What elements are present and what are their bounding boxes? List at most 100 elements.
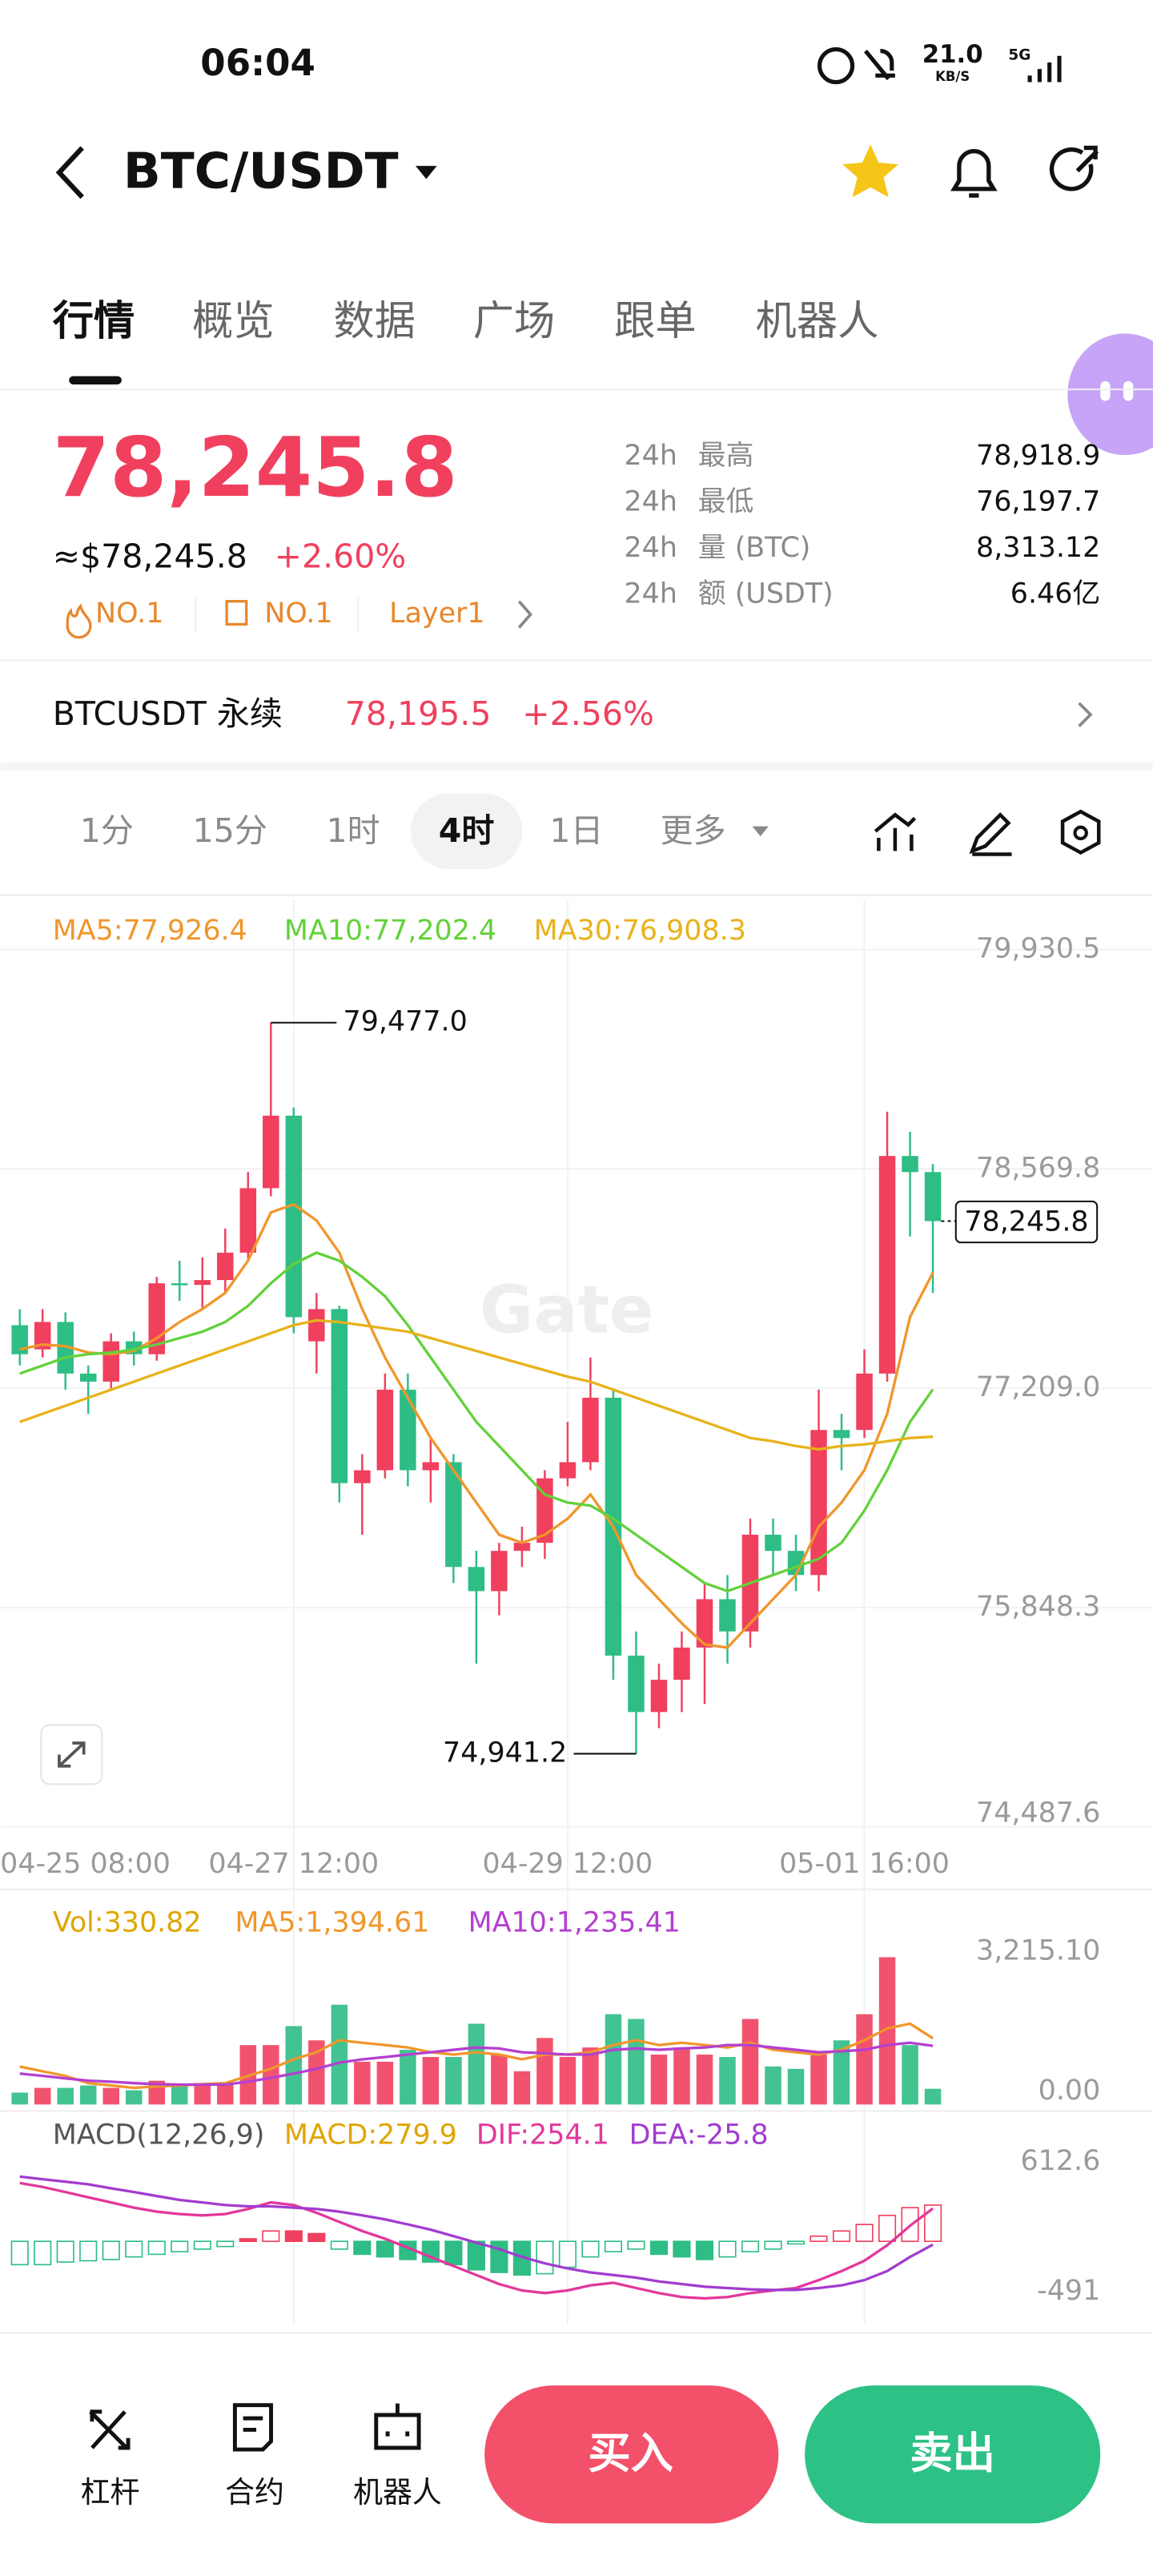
macd-bar bbox=[786, 2240, 805, 2245]
stat-period: 24h bbox=[624, 578, 677, 610]
candle-body bbox=[285, 1115, 303, 1318]
share-button[interactable] bbox=[1049, 145, 1099, 191]
tool-label[interactable]: 机器人 bbox=[353, 2475, 442, 2510]
interval[interactable]: 更多 bbox=[661, 811, 726, 850]
volume-bar bbox=[445, 2057, 462, 2105]
rank-badge[interactable]: NO.1 bbox=[264, 598, 332, 630]
tab[interactable]: 机器人 bbox=[756, 297, 879, 345]
macd-bar bbox=[695, 2240, 714, 2260]
candle-body bbox=[11, 1325, 28, 1354]
interval[interactable]: 1分 bbox=[80, 811, 134, 850]
indicator-line bbox=[19, 2175, 934, 2292]
tab[interactable]: 行情 bbox=[53, 297, 135, 345]
perp-name[interactable]: BTCUSDT 永续 bbox=[53, 694, 283, 733]
volume-bar bbox=[308, 2040, 325, 2105]
buy-button[interactable] bbox=[484, 2385, 779, 2524]
favorite-star[interactable] bbox=[842, 144, 898, 198]
y-tick-label: 3,215.10 bbox=[976, 1935, 1100, 1967]
candle-body bbox=[331, 1309, 348, 1483]
volume-bar bbox=[605, 2014, 622, 2105]
sector-tag[interactable]: Layer1 bbox=[389, 598, 484, 630]
status-icons bbox=[817, 46, 1062, 85]
volume-label: Vol:330.82 bbox=[53, 1907, 202, 1939]
macd-bar bbox=[536, 2240, 554, 2275]
candle-body bbox=[79, 1373, 97, 1382]
perp-price: 78,195.5 bbox=[345, 694, 492, 733]
interval[interactable]: 1日 bbox=[549, 811, 603, 850]
legend-entry: DEA:-25.8 bbox=[629, 2119, 769, 2151]
legend-entry: MA5:77,926.4 bbox=[53, 915, 247, 947]
indicator-line bbox=[19, 2041, 934, 2087]
volume-bar bbox=[810, 2055, 827, 2105]
candle-body bbox=[902, 1156, 918, 1173]
settings-button[interactable] bbox=[1060, 809, 1101, 855]
volume-bar bbox=[491, 2055, 508, 2105]
macd-bar bbox=[627, 2240, 645, 2250]
buy-label[interactable]: 买入 bbox=[588, 2429, 673, 2478]
macd-bar bbox=[353, 2240, 372, 2256]
candle-body bbox=[650, 1680, 668, 1713]
tool-label[interactable]: 杠杆 bbox=[81, 2475, 140, 2510]
indicator-button[interactable] bbox=[874, 812, 917, 851]
pair-dropdown[interactable] bbox=[416, 166, 437, 179]
indicator-line bbox=[19, 1202, 934, 1649]
macd-bar bbox=[923, 2204, 942, 2243]
network-type: 5G bbox=[1008, 47, 1030, 64]
stat-value: 78,918.9 bbox=[976, 440, 1100, 472]
y-tick-label: -491 bbox=[1037, 2275, 1100, 2307]
high-label: 79,477.0 bbox=[343, 1006, 468, 1038]
sell-label[interactable]: 卖出 bbox=[910, 2429, 995, 2478]
macd-bar bbox=[34, 2240, 52, 2266]
candle-body bbox=[924, 1172, 942, 1222]
draw-button[interactable] bbox=[969, 812, 1012, 856]
interval[interactable]: 15分 bbox=[193, 811, 267, 850]
volume-bar bbox=[34, 2087, 51, 2105]
interval[interactable]: 1时 bbox=[326, 811, 380, 850]
candle-body bbox=[102, 1341, 119, 1382]
alert-bell[interactable] bbox=[950, 149, 998, 198]
volume-bar bbox=[376, 2061, 394, 2105]
macd-bar bbox=[193, 2240, 211, 2250]
price-change: +2.60% bbox=[275, 537, 407, 575]
volume-bar bbox=[468, 2023, 485, 2105]
candle-body bbox=[878, 1156, 896, 1374]
usd-price: ≈$78,245.8 bbox=[53, 537, 247, 575]
macd-bar bbox=[810, 2235, 828, 2243]
macd-bar bbox=[741, 2240, 760, 2252]
tool-label[interactable]: 合约 bbox=[225, 2475, 284, 2510]
kline-chart: 04-25 08:00 04-27 12:00 04-29 12:00 05-01 1… bbox=[0, 900, 1153, 2325]
back-button[interactable] bbox=[55, 146, 84, 199]
chevron bbox=[1078, 702, 1093, 727]
futures-icon[interactable] bbox=[232, 2403, 273, 2452]
volume-bar bbox=[833, 2040, 850, 2105]
volume-bar bbox=[787, 2068, 805, 2105]
macd-bar bbox=[718, 2240, 737, 2258]
last-price-box bbox=[954, 1200, 1099, 1244]
tab-indicator bbox=[69, 376, 122, 384]
y-tick-label: 75,848.3 bbox=[976, 1591, 1100, 1623]
x-tick-label: 04-25 08:00 bbox=[0, 1848, 171, 1880]
leverage-icon[interactable] bbox=[89, 2409, 131, 2450]
candle-body bbox=[400, 1389, 416, 1471]
volume-bar bbox=[856, 2014, 873, 2105]
sell-button[interactable] bbox=[805, 2385, 1101, 2524]
indicator-line bbox=[19, 1318, 934, 1451]
tab[interactable]: 广场 bbox=[473, 297, 556, 345]
tab[interactable]: 跟单 bbox=[614, 297, 697, 345]
interval[interactable]: 4时 bbox=[439, 811, 495, 850]
macd-bar bbox=[832, 2230, 851, 2243]
volume-bar bbox=[924, 2088, 942, 2105]
assistant-bubble[interactable] bbox=[1067, 333, 1153, 456]
bot-icon[interactable] bbox=[374, 2403, 421, 2450]
volume-bar bbox=[696, 2055, 713, 2105]
volume-bar bbox=[536, 2038, 553, 2105]
volume-bar bbox=[57, 2087, 74, 2105]
volume-bar bbox=[354, 2061, 371, 2105]
tab[interactable]: 数据 bbox=[333, 297, 416, 345]
volume-bar bbox=[628, 2019, 645, 2105]
tab[interactable]: 概览 bbox=[192, 297, 275, 345]
pair-title[interactable]: BTC/USDT bbox=[123, 142, 399, 199]
legend-entry: MA5:1,394.61 bbox=[235, 1907, 429, 1939]
rank-badge[interactable]: NO.1 bbox=[95, 598, 163, 630]
